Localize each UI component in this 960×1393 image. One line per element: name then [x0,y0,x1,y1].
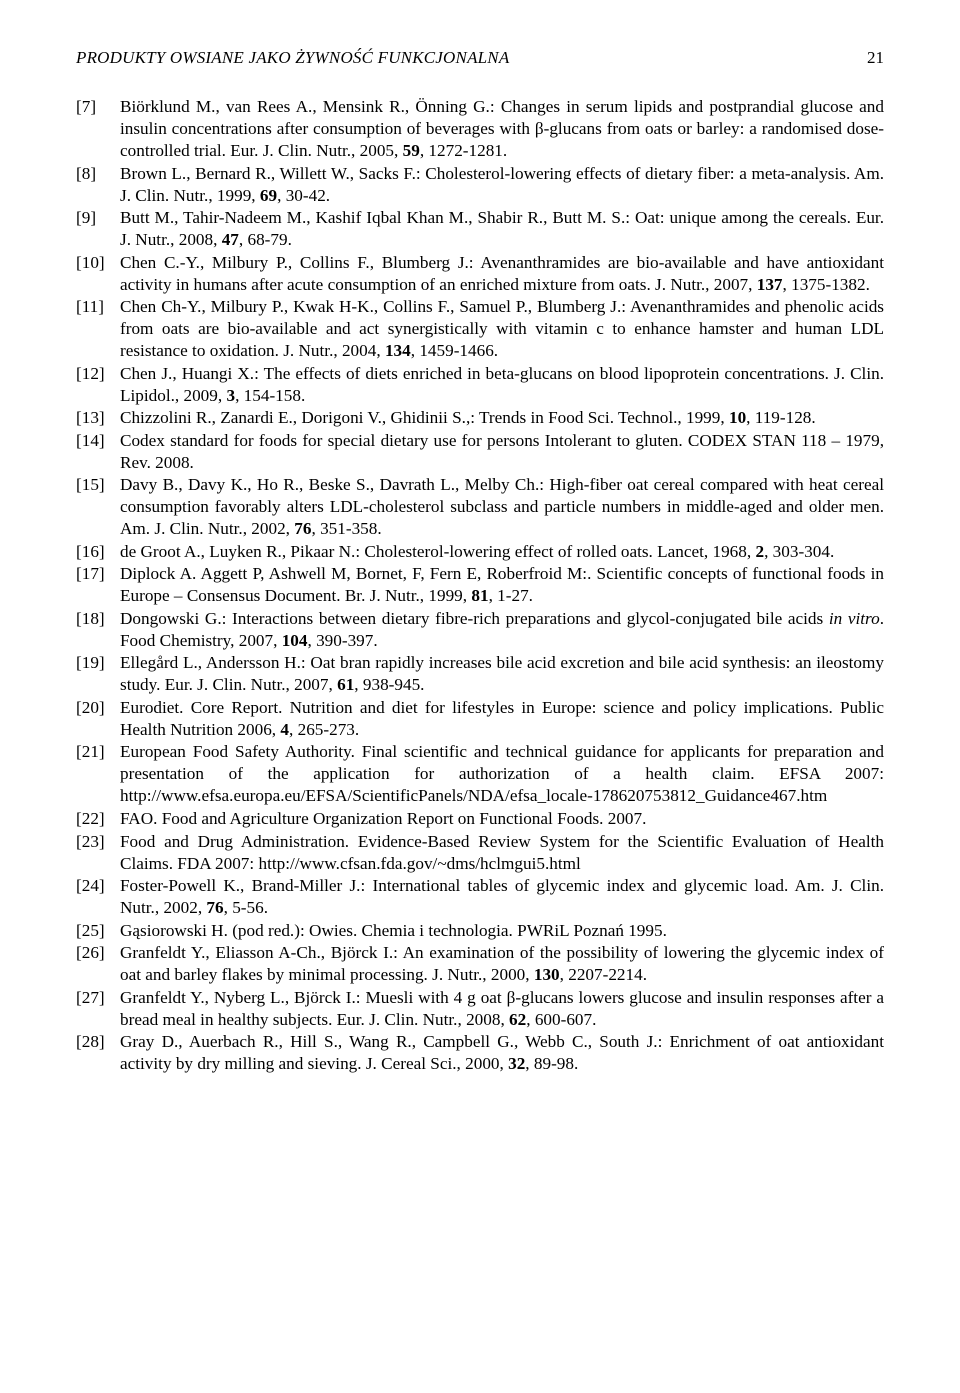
reference-item: [9]Butt M., Tahir-Nadeem M., Kashif Iqba… [76,207,884,251]
reference-text: Chen C.-Y., Milbury P., Collins F., Blum… [120,252,884,296]
reference-item: [14]Codex standard for foods for special… [76,430,884,474]
reference-item: [27]Granfeldt Y., Nyberg L., Björck I.: … [76,987,884,1031]
reference-item: [21]European Food Safety Authority. Fina… [76,741,884,807]
reference-label: [28] [76,1031,120,1075]
reference-label: [24] [76,875,120,919]
reference-item: [28]Gray D., Auerbach R., Hill S., Wang … [76,1031,884,1075]
running-head: PRODUKTY OWSIANE JAKO ŻYWNOŚĆ FUNKCJONAL… [76,48,509,68]
reference-text: de Groot A., Luyken R., Pikaar N.: Chole… [120,541,884,563]
reference-item: [12]Chen J., Huangi X.: The effects of d… [76,363,884,407]
reference-label: [20] [76,697,120,741]
reference-label: [17] [76,563,120,607]
reference-label: [27] [76,987,120,1031]
reference-text: European Food Safety Authority. Final sc… [120,741,884,807]
reference-text: Granfeldt Y., Eliasson A-Ch., Björck I.:… [120,942,884,986]
reference-label: [16] [76,541,120,563]
reference-label: [15] [76,474,120,540]
reference-text: Butt M., Tahir-Nadeem M., Kashif Iqbal K… [120,207,884,251]
reference-item: [25]Gąsiorowski H. (pod red.): Owies. Ch… [76,920,884,942]
reference-item: [16]de Groot A., Luyken R., Pikaar N.: C… [76,541,884,563]
reference-text: Gray D., Auerbach R., Hill S., Wang R., … [120,1031,884,1075]
reference-text: Davy B., Davy K., Ho R., Beske S., Davra… [120,474,884,540]
reference-item: [22]FAO. Food and Agriculture Organizati… [76,808,884,830]
reference-label: [25] [76,920,120,942]
reference-item: [23]Food and Drug Administration. Eviden… [76,831,884,875]
reference-label: [11] [76,296,120,362]
reference-text: Chen J., Huangi X.: The effects of diets… [120,363,884,407]
reference-item: [18]Dongowski G.: Interactions between d… [76,608,884,652]
page: PRODUKTY OWSIANE JAKO ŻYWNOŚĆ FUNKCJONAL… [0,0,960,1136]
reference-label: [21] [76,741,120,807]
reference-text: Eurodiet. Core Report. Nutrition and die… [120,697,884,741]
reference-item: [11]Chen Ch-Y., Milbury P., Kwak H-K., C… [76,296,884,362]
reference-item: [8]Brown L., Bernard R., Willett W., Sac… [76,163,884,207]
reference-text: Gąsiorowski H. (pod red.): Owies. Chemia… [120,920,884,942]
reference-label: [8] [76,163,120,207]
page-number: 21 [867,48,884,68]
reference-text: Granfeldt Y., Nyberg L., Björck I.: Mues… [120,987,884,1031]
reference-item: [19]Ellegård L., Andersson H.: Oat bran … [76,652,884,696]
reference-item: [15]Davy B., Davy K., Ho R., Beske S., D… [76,474,884,540]
reference-label: [12] [76,363,120,407]
reference-item: [24]Foster-Powell K., Brand-Miller J.: I… [76,875,884,919]
reference-label: [26] [76,942,120,986]
reference-text: Chizzolini R., Zanardi E., Dorigoni V., … [120,407,884,429]
page-header: PRODUKTY OWSIANE JAKO ŻYWNOŚĆ FUNKCJONAL… [76,48,884,68]
reference-text: Diplock A. Aggett P, Ashwell M, Bornet, … [120,563,884,607]
reference-label: [19] [76,652,120,696]
reference-text: Dongowski G.: Interactions between dieta… [120,608,884,652]
reference-label: [7] [76,96,120,162]
reference-text: Biörklund M., van Rees A., Mensink R., Ö… [120,96,884,162]
reference-text: Chen Ch-Y., Milbury P., Kwak H-K., Colli… [120,296,884,362]
reference-item: [26]Granfeldt Y., Eliasson A-Ch., Björck… [76,942,884,986]
reference-item: [13]Chizzolini R., Zanardi E., Dorigoni … [76,407,884,429]
reference-text: FAO. Food and Agriculture Organization R… [120,808,884,830]
reference-label: [13] [76,407,120,429]
reference-item: [7]Biörklund M., van Rees A., Mensink R.… [76,96,884,162]
reference-label: [23] [76,831,120,875]
reference-label: [14] [76,430,120,474]
reference-item: [17]Diplock A. Aggett P, Ashwell M, Born… [76,563,884,607]
reference-label: [18] [76,608,120,652]
reference-text: Ellegård L., Andersson H.: Oat bran rapi… [120,652,884,696]
reference-text: Brown L., Bernard R., Willett W., Sacks … [120,163,884,207]
reference-text: Food and Drug Administration. Evidence-B… [120,831,884,875]
reference-label: [10] [76,252,120,296]
reference-label: [22] [76,808,120,830]
reference-text: Foster-Powell K., Brand-Miller J.: Inter… [120,875,884,919]
reference-label: [9] [76,207,120,251]
reference-item: [10]Chen C.-Y., Milbury P., Collins F., … [76,252,884,296]
reference-text: Codex standard for foods for special die… [120,430,884,474]
reference-list: [7]Biörklund M., van Rees A., Mensink R.… [76,96,884,1075]
reference-item: [20]Eurodiet. Core Report. Nutrition and… [76,697,884,741]
